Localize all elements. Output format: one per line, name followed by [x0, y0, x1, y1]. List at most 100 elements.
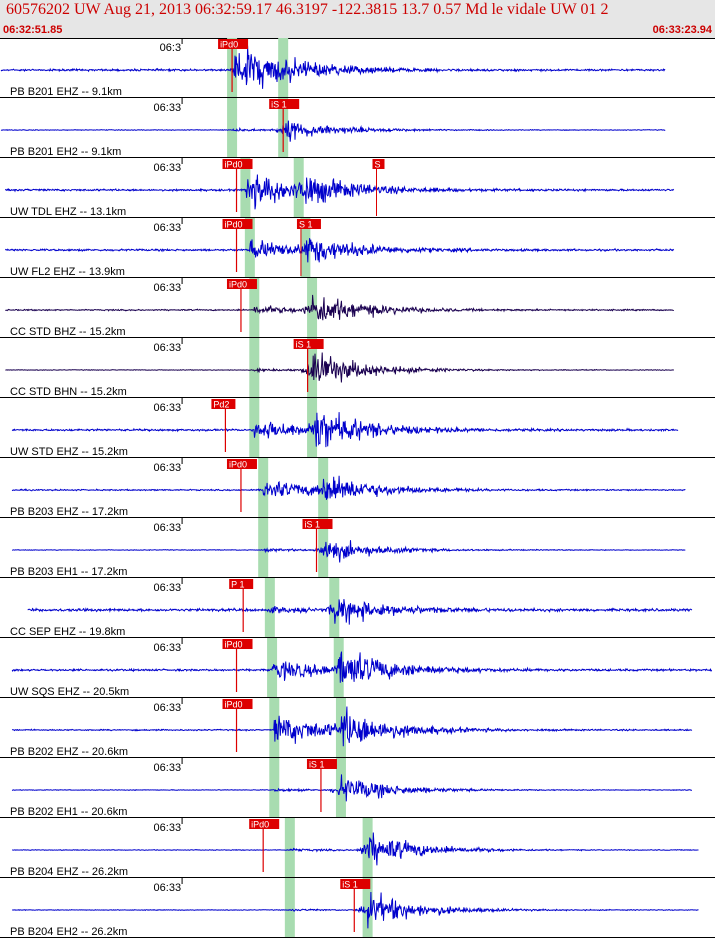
minute-tick-label: 06:33 [154, 342, 182, 354]
pick-flag [218, 39, 249, 49]
start-time: 06:32:51.85 [3, 24, 63, 36]
station-label: PB B202 EH1 -- 20.6km [10, 806, 127, 818]
p-window [269, 758, 280, 818]
trace-panel: 06:33 iS 1 PB B202 EH1 -- 20.6km [0, 758, 715, 818]
waveform [0, 45, 666, 89]
station-label: PB B204 EHZ -- 26.2km [10, 866, 128, 878]
station-label: UW SQS EHZ -- 20.5km [10, 686, 129, 698]
trace-panel: 06:33 iS 1 CC STD BHN -- 15.2km [0, 338, 715, 398]
minute-tick-label: 06:33 [154, 222, 182, 234]
pick-flag [269, 99, 300, 109]
trace-panel: 06:33 P 1 CC SEP EHZ -- 19.8km [0, 578, 715, 638]
pick-label: iPd0 [229, 460, 247, 470]
pick-label: iS 1 [342, 880, 358, 890]
pick-label: iPd0 [225, 700, 243, 710]
p-window [240, 158, 251, 218]
pick-label: iS 1 [309, 760, 325, 770]
end-time: 06:33:23.94 [652, 24, 712, 36]
minute-tick-label: 06:33 [154, 102, 182, 114]
event-title: 60576202 UW Aug 21, 2013 06:32:59.17 46.… [6, 1, 609, 18]
pick-label: iPd0 [225, 220, 243, 230]
trace-panel: 06:33 iPd0 S 1 UW FL2 EHZ -- 13.9km [0, 218, 715, 278]
station-label: PB B203 EHZ -- 17.2km [10, 506, 128, 518]
minute-tick-label: 06:33 [154, 582, 182, 594]
station-label: CC STD BHN -- 15.2km [10, 386, 127, 398]
pick-label-secondary: S [374, 160, 380, 170]
s-window [362, 878, 373, 938]
phase-windows [258, 518, 329, 578]
s-window [318, 518, 329, 578]
waveform [11, 412, 679, 448]
pick-label-secondary: S 1 [299, 220, 313, 230]
station-label: PB B202 EHZ -- 20.6km [10, 746, 128, 758]
trace-panel: 06:33 iS 1 PB B203 EH1 -- 17.2km [0, 518, 715, 578]
waveform [11, 774, 693, 802]
waveform [12, 891, 699, 929]
waveform [11, 540, 686, 563]
s-window [307, 338, 318, 398]
p-window [249, 338, 260, 398]
station-label: PB B203 EH1 -- 17.2km [10, 566, 127, 578]
waveform [11, 475, 686, 500]
pick-label: Pd2 [213, 400, 229, 410]
seismogram-plot: 06:3 iPd0 PB B201 EHZ -- 9.1km 06:33 iS 1 PB … [0, 38, 715, 938]
trace-panel: 06:33 iPd0 S UW TDL EHZ -- 13.1km [0, 158, 715, 218]
pick-label: iPd0 [251, 820, 269, 830]
pick-flag [229, 579, 254, 589]
station-label: UW FL2 EHZ -- 13.9km [10, 266, 125, 278]
waveform [4, 174, 675, 210]
pick-label: iS 1 [305, 520, 321, 530]
pick-label: iPd0 [225, 160, 243, 170]
p-window [258, 518, 269, 578]
p-window [284, 878, 295, 938]
waveform [0, 120, 666, 142]
pick-flag [222, 159, 253, 169]
waveform [5, 352, 675, 383]
s-window [329, 578, 340, 638]
station-label: PB B201 EHZ -- 9.1km [10, 86, 122, 98]
pick-flag [293, 339, 324, 349]
p-window [227, 98, 238, 158]
pick-flag [222, 639, 253, 649]
station-label: UW TDL EHZ -- 13.1km [10, 206, 126, 218]
pick-flag [222, 219, 253, 229]
pick-flag [222, 699, 253, 709]
waveform [5, 294, 674, 321]
minute-tick-label: 06:33 [154, 282, 182, 294]
phase-windows [249, 338, 318, 398]
trace-panel: 06:33 iPd0 PB B202 EHZ -- 20.6km [0, 698, 715, 758]
trace-panel: 06:33 iS 1 PB B204 EH2 -- 26.2km [0, 878, 715, 938]
trace-panel: 06:33 iPd0 PB B203 EHZ -- 17.2km [0, 458, 715, 518]
pick-flag [249, 819, 280, 829]
trace-panel: 06:33 iPd0 UW SQS EHZ -- 20.5km [0, 638, 715, 698]
pick-label: iS 1 [296, 340, 312, 350]
pick-label: iPd0 [229, 280, 247, 290]
station-label: CC STD BHZ -- 15.2km [10, 326, 126, 338]
trace-panel: 06:33 iPd0 PB B204 EHZ -- 26.2km [0, 818, 715, 878]
minute-tick-label: 06:33 [154, 402, 182, 414]
station-label: PB B201 EH2 -- 9.1km [10, 146, 121, 158]
trace-panel: 06:33 iPd0 CC STD BHZ -- 15.2km [0, 278, 715, 338]
pick-flag-secondary [296, 219, 321, 229]
waveform [27, 599, 693, 625]
minute-tick-label: 06:33 [154, 702, 182, 714]
trace-panel: 06:33 Pd2 UW STD EHZ -- 15.2km [0, 398, 715, 458]
p-window [258, 458, 269, 518]
pick-label: iPd0 [225, 640, 243, 650]
pick-label: iPd0 [220, 40, 238, 50]
station-label: UW STD EHZ -- 15.2km [10, 446, 128, 458]
waveform [12, 706, 693, 747]
station-label: CC SEP EHZ -- 19.8km [10, 626, 125, 638]
pick-label: P 1 [231, 580, 244, 590]
p-window [284, 818, 295, 878]
minute-tick-label: 06:33 [154, 642, 182, 654]
trace-panel: 06:33 iS 1 PB B201 EH2 -- 9.1km [0, 98, 715, 158]
pick-flag-secondary [372, 159, 385, 169]
minute-tick-label: 06:33 [154, 762, 182, 774]
waveform [11, 651, 713, 683]
phase-windows [284, 818, 373, 878]
minute-tick-label: 06:33 [154, 882, 182, 894]
minute-tick-label: 06:33 [154, 822, 182, 834]
waveform [4, 238, 675, 263]
minute-tick-label: 06:33 [154, 162, 182, 174]
